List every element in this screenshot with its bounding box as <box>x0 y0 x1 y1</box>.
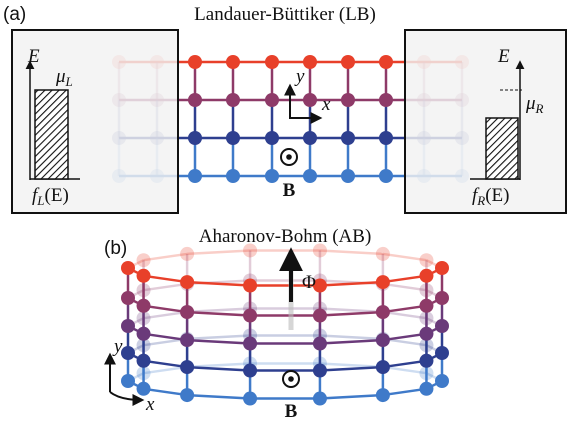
site <box>313 309 327 323</box>
site <box>137 269 151 283</box>
bond <box>320 312 383 315</box>
axis-label: x <box>145 394 155 415</box>
panel-label: (a) <box>3 4 26 25</box>
bond <box>320 367 383 370</box>
field-dot <box>288 376 294 382</box>
site <box>435 374 449 388</box>
site <box>188 55 202 69</box>
site <box>188 131 202 145</box>
site <box>303 131 317 145</box>
bond <box>320 395 383 398</box>
site <box>313 337 327 351</box>
panel-title: Landauer-Büttiker (LB) <box>194 4 376 25</box>
bond <box>320 250 383 253</box>
site <box>180 275 194 289</box>
site <box>243 279 257 293</box>
site <box>379 55 393 69</box>
bond <box>187 335 250 338</box>
site <box>376 388 390 402</box>
panel-label: (b) <box>104 238 127 259</box>
bond <box>187 312 250 315</box>
site <box>341 55 355 69</box>
panel-title: Aharonov-Bohm (AB) <box>199 226 372 247</box>
site <box>379 169 393 183</box>
site <box>376 305 390 319</box>
flux-label: Φ <box>302 272 316 293</box>
site <box>303 55 317 69</box>
site <box>435 319 449 333</box>
site <box>226 169 240 183</box>
site <box>180 247 194 261</box>
site <box>188 169 202 183</box>
site <box>341 93 355 107</box>
site <box>341 169 355 183</box>
bond <box>187 340 250 343</box>
site <box>265 93 279 107</box>
bond <box>320 340 383 343</box>
site <box>180 360 194 374</box>
site <box>243 364 257 378</box>
site <box>137 327 151 341</box>
site <box>313 364 327 378</box>
field-label: B <box>283 180 296 201</box>
site <box>303 169 317 183</box>
occupation <box>35 90 68 179</box>
site <box>243 337 257 351</box>
site <box>265 169 279 183</box>
site <box>419 253 433 267</box>
occupation <box>486 118 518 179</box>
bond <box>187 250 250 253</box>
energy-label: E <box>27 46 40 67</box>
site <box>419 382 433 396</box>
axis-label: x <box>321 94 331 115</box>
site <box>121 319 135 333</box>
site <box>303 93 317 107</box>
bond <box>320 335 383 338</box>
site <box>341 131 355 145</box>
field-label: B <box>285 401 298 422</box>
bond <box>187 282 250 285</box>
site <box>419 327 433 341</box>
site <box>419 354 433 368</box>
site <box>137 299 151 313</box>
site <box>379 131 393 145</box>
energy-label: E <box>497 46 510 67</box>
figure: (a) Landauer-Büttiker (LB) E μL fL(E) E … <box>0 0 571 428</box>
site <box>265 131 279 145</box>
site <box>180 333 194 347</box>
site <box>435 291 449 305</box>
site <box>419 269 433 283</box>
site <box>121 346 135 360</box>
site <box>265 55 279 69</box>
site <box>376 333 390 347</box>
site <box>243 392 257 406</box>
site <box>379 93 393 107</box>
bond <box>187 367 250 370</box>
site <box>121 374 135 388</box>
bond <box>320 282 383 285</box>
site <box>137 253 151 267</box>
site <box>376 247 390 261</box>
field-dot <box>286 154 292 160</box>
site <box>137 354 151 368</box>
site <box>435 261 449 275</box>
site <box>226 55 240 69</box>
site <box>435 346 449 360</box>
site <box>376 360 390 374</box>
axis-label: y <box>112 336 123 357</box>
site <box>121 291 135 305</box>
site <box>243 309 257 323</box>
site <box>226 93 240 107</box>
bond <box>187 395 250 398</box>
site <box>180 305 194 319</box>
site <box>226 131 240 145</box>
site <box>376 275 390 289</box>
axis-label: y <box>294 66 305 87</box>
x-axis-arrow <box>110 392 142 400</box>
site <box>313 392 327 406</box>
site <box>188 93 202 107</box>
site <box>180 388 194 402</box>
site <box>419 299 433 313</box>
site <box>121 261 135 275</box>
